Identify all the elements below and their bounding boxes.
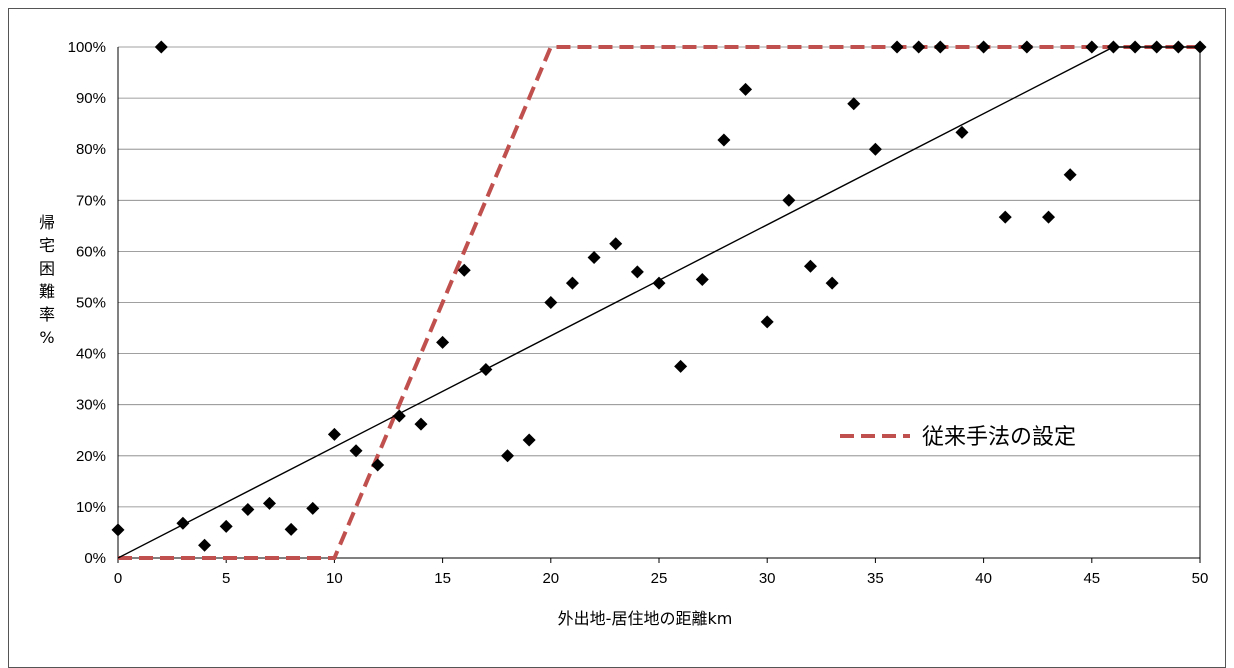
data-point	[998, 210, 1012, 224]
y-tick-label: 60%	[76, 243, 106, 260]
data-point	[522, 433, 536, 447]
y-axis-title-char: 率	[39, 305, 55, 324]
data-point	[760, 315, 774, 329]
data-point	[587, 251, 601, 265]
chart: 0% 10% 20% 30% 40% 50% 60% 70% 80% 90% 100% 0 5 10 15…	[39, 39, 1209, 628]
data-point	[630, 265, 644, 279]
data-point	[782, 193, 796, 207]
data-point	[176, 516, 190, 530]
data-point	[392, 409, 406, 423]
data-point	[803, 259, 817, 273]
x-tick-labels: 0 5 10 15 20 25 30 35 40 45 50	[114, 570, 1209, 587]
data-point	[1193, 40, 1207, 54]
y-axis-title-char: 難	[39, 282, 55, 301]
data-point	[436, 335, 450, 349]
data-point	[544, 296, 558, 309]
x-tick-label: 10	[326, 570, 343, 587]
data-point	[1106, 40, 1120, 54]
x-tick-label: 25	[651, 570, 668, 587]
data-point	[933, 40, 947, 54]
y-tick-label: 40%	[76, 346, 106, 363]
x-tick-label: 20	[542, 570, 559, 587]
x-tick-label: 50	[1192, 570, 1209, 587]
data-point	[717, 133, 731, 147]
y-tick-labels: 0% 10% 20% 30% 40% 50% 60% 70% 80% 90% 100%	[68, 39, 106, 567]
x-tick-label: 40	[975, 570, 992, 587]
x-tick-label: 15	[434, 570, 451, 587]
data-point	[262, 496, 276, 510]
data-point	[739, 82, 753, 96]
data-point	[955, 125, 969, 139]
data-points	[111, 40, 1207, 552]
x-tick-label: 45	[1083, 570, 1100, 587]
data-point	[306, 501, 320, 515]
dashed-series-line	[118, 45, 1200, 560]
data-point	[868, 142, 882, 156]
axes	[117, 47, 1201, 563]
x-axis-title: 外出地-居住地の距離km	[558, 609, 733, 628]
data-point	[219, 519, 233, 533]
data-point	[1171, 40, 1185, 54]
data-point	[652, 276, 666, 290]
data-point	[1128, 40, 1142, 54]
data-point	[609, 237, 623, 251]
y-tick-label: 20%	[76, 448, 106, 465]
x-tick-label: 35	[867, 570, 884, 587]
data-point	[327, 427, 341, 441]
y-tick-label: 80%	[76, 141, 106, 158]
y-tick-label: 0%	[84, 550, 106, 567]
data-point	[371, 458, 385, 472]
dashed-series	[118, 45, 1200, 560]
legend: 従来手法の設定	[840, 425, 1076, 450]
data-point	[695, 273, 709, 287]
y-axis-title-char: 宅	[39, 236, 55, 255]
data-point	[154, 40, 168, 54]
data-point	[825, 276, 839, 290]
data-point	[1150, 40, 1164, 54]
data-point	[565, 276, 579, 290]
y-tick-label: 100%	[68, 39, 106, 56]
data-point	[111, 523, 125, 537]
data-point	[1042, 210, 1056, 224]
data-point	[479, 362, 493, 376]
y-tick-label: 70%	[76, 192, 106, 209]
data-point	[414, 417, 428, 431]
legend-label: 従来手法の設定	[922, 425, 1076, 450]
data-point	[847, 97, 861, 111]
data-point	[457, 263, 471, 277]
data-point	[1085, 40, 1099, 54]
data-point	[912, 40, 926, 54]
x-tick-label: 0	[114, 570, 122, 587]
data-point	[1063, 168, 1077, 182]
y-axis-title-char: 困	[39, 259, 55, 278]
y-axis-title-char: 帰	[39, 213, 55, 232]
x-tick-label: 30	[759, 570, 776, 587]
data-point	[674, 359, 688, 373]
data-point	[977, 40, 991, 54]
data-point	[198, 538, 212, 552]
y-tick-label: 30%	[76, 397, 106, 414]
data-point	[284, 522, 298, 536]
data-point	[501, 449, 515, 463]
data-point	[349, 444, 363, 458]
y-tick-label: 50%	[76, 295, 106, 312]
data-point	[890, 40, 904, 54]
y-tick-label: 10%	[76, 499, 106, 516]
data-point	[241, 502, 255, 516]
y-axis-title-char: %	[39, 328, 54, 347]
y-tick-label: 90%	[76, 90, 106, 107]
data-point	[1020, 40, 1034, 54]
x-tick-label: 5	[222, 570, 230, 587]
